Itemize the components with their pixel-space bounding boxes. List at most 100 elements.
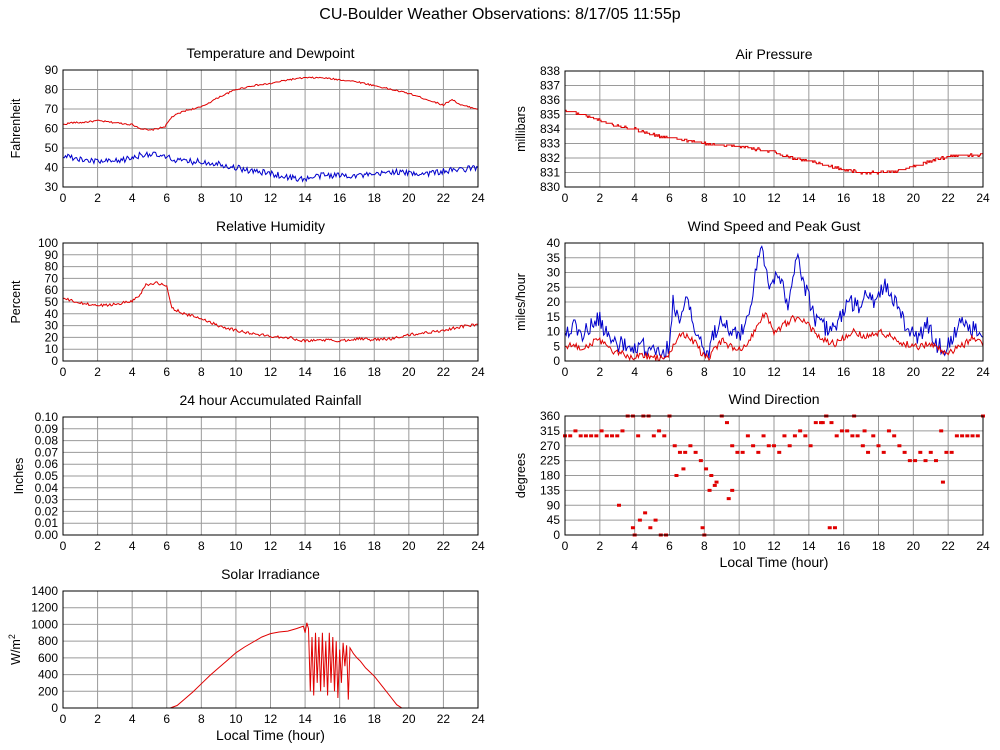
data-point	[712, 483, 717, 487]
x-tick-label: 0	[562, 539, 569, 553]
data-point	[798, 429, 803, 433]
x-tick-label: 10	[229, 191, 243, 205]
data-point	[672, 444, 677, 448]
y-axis-label: miles/hour	[514, 273, 528, 331]
y-tick-label: 60	[45, 283, 59, 297]
y-tick-label: 270	[540, 439, 560, 453]
plot-frame	[564, 70, 984, 188]
y-axis-label: millibars	[514, 106, 528, 152]
y-tick-label: 10	[547, 325, 561, 339]
data-point	[787, 444, 792, 448]
data-point	[820, 421, 825, 425]
x-axis-label: Local Time (hour)	[720, 554, 829, 570]
data-point	[599, 429, 604, 433]
y-tick-label: 60	[45, 122, 59, 136]
y-tick-label: 90	[547, 498, 561, 512]
y-tick-label: 800	[38, 634, 58, 648]
data-point	[907, 459, 912, 463]
y-axis-label-text: Percent	[9, 280, 23, 324]
x-tick-label: 8	[198, 539, 205, 553]
data-point	[714, 480, 719, 484]
y-tick-label: 30	[547, 266, 561, 280]
data-point	[850, 434, 855, 438]
y-tick-label: 0.08	[35, 434, 59, 448]
y-tick-label: 200	[38, 684, 58, 698]
y-tick-label: 100	[38, 236, 58, 250]
y-tick-label: 0	[553, 354, 560, 368]
y-tick-label: 831	[540, 166, 560, 180]
data-point	[693, 450, 698, 454]
x-tick-label: 18	[368, 365, 382, 379]
x-tick-label: 0	[60, 191, 67, 205]
x-tick-label: 14	[298, 191, 312, 205]
wind-speed-chart: Wind Speed and Peak Gust 0 2 4 6 8 10 12 14 16 18 2…	[505, 213, 1000, 385]
x-tick-label: 22	[437, 712, 451, 726]
plot-frame	[62, 242, 479, 362]
y-axis-label: degrees	[514, 453, 528, 498]
x-tick-label: 6	[666, 365, 673, 379]
y-axis-label-text: millibars	[514, 106, 528, 152]
y-tick-label: 838	[540, 64, 560, 78]
y-axis-label: Percent	[9, 280, 23, 324]
data-point	[709, 474, 714, 477]
y-tick-label: 1400	[31, 584, 58, 598]
y-tick-label: 0.05	[35, 469, 59, 483]
data-point	[834, 434, 839, 438]
data-point	[839, 429, 844, 433]
y-axis-label: W/m2	[7, 634, 23, 665]
plot-frame	[564, 242, 984, 362]
data-point	[704, 467, 709, 471]
y-tick-label: 830	[540, 180, 560, 194]
y-tick-label: 80	[45, 260, 59, 274]
x-tick-label: 10	[229, 365, 243, 379]
data-point	[637, 518, 642, 522]
data-point	[615, 434, 620, 438]
series-line	[62, 281, 479, 344]
data-point	[756, 450, 761, 454]
data-point	[933, 459, 938, 463]
x-tick-label: 20	[402, 365, 416, 379]
x-tick-label: 2	[596, 191, 603, 205]
data-point	[808, 444, 813, 448]
y-tick-label: 180	[540, 469, 560, 483]
y-tick-label: 600	[38, 651, 58, 665]
y-tick-label: 836	[540, 93, 560, 107]
x-tick-label: 24	[471, 191, 485, 205]
data-point	[876, 444, 881, 448]
data-point	[892, 434, 897, 438]
y-tick-label: 0	[51, 701, 58, 715]
data-point	[653, 518, 658, 522]
data-point	[594, 434, 599, 438]
data-point	[616, 503, 621, 507]
data-point	[583, 434, 588, 438]
data-point	[657, 429, 662, 433]
data-point	[832, 526, 837, 530]
y-tick-label: 0.10	[35, 410, 59, 424]
y-tick-label: 1000	[31, 617, 58, 631]
data-point	[630, 526, 635, 530]
series-line	[62, 151, 479, 183]
y-tick-label: 70	[45, 271, 59, 285]
x-tick-label: 22	[437, 365, 451, 379]
series-line	[565, 109, 984, 175]
data-point	[724, 421, 729, 425]
x-tick-label: 2	[596, 365, 603, 379]
x-tick-label: 16	[333, 539, 347, 553]
data-point	[970, 434, 975, 438]
x-tick-label: 24	[976, 539, 990, 553]
y-tick-label: 0.07	[35, 445, 59, 459]
data-point	[707, 488, 712, 492]
data-point	[960, 434, 965, 438]
wind-direction-chart: Wind Direction 0 2 4 6 8 10 12 14 16 18 20 22 24 0 45 90…	[505, 388, 1000, 573]
y-tick-label: 832	[540, 151, 560, 165]
y-axis-label-text: degrees	[514, 453, 528, 498]
relative-humidity-chart: Relative Humidity 0 2 4 6 8 10 12 14 16 18 20 22 24 0 1…	[0, 213, 495, 385]
data-point	[573, 429, 578, 433]
y-tick-label: 70	[45, 102, 59, 116]
chart-title: Wind Direction	[728, 391, 819, 407]
chart-title: Air Pressure	[735, 46, 812, 62]
data-point	[827, 526, 832, 530]
y-tick-label: 40	[45, 161, 59, 175]
x-tick-label: 18	[872, 191, 886, 205]
x-tick-label: 18	[872, 365, 886, 379]
